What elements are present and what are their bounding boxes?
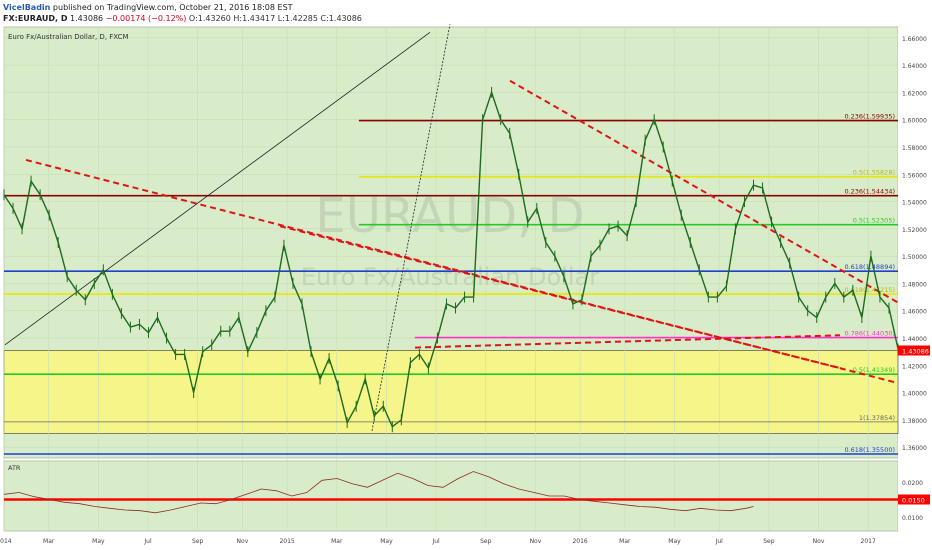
highlight-zone xyxy=(3,349,899,434)
atr-series-line xyxy=(3,471,754,514)
price-tick-label: 1.60000 xyxy=(902,118,927,125)
time-tick-label: Mar xyxy=(619,538,631,545)
watermark-name: Euro Fx/Australian Dollar xyxy=(301,263,599,291)
close-value: C:1.43086 xyxy=(320,14,362,23)
time-tick-label: Jul xyxy=(431,538,440,545)
price-tick-label: 1.38000 xyxy=(902,418,927,425)
atr-reference-tag xyxy=(898,494,930,505)
time-tick-label: May xyxy=(380,538,393,545)
open-value: O:1.43260 xyxy=(188,14,231,23)
symbol-name: FX:EURAUD, D xyxy=(3,14,68,23)
atr-title: ATR xyxy=(8,464,21,472)
price-tick-label: 1.40000 xyxy=(902,391,927,398)
fib-level-label: 0.5(1.52305) xyxy=(853,217,895,225)
trendline-lower xyxy=(279,225,841,370)
time-tick-label: 2014 xyxy=(0,538,12,545)
price-tick-label: 1.52000 xyxy=(902,227,927,234)
atr-tick-label: 0.0100 xyxy=(902,515,923,522)
fib-level-label: 0.236(1.59935) xyxy=(844,113,895,121)
trendline-support xyxy=(414,334,841,349)
price-tick-label: 1.54000 xyxy=(902,200,927,207)
time-tick-label: Nov xyxy=(813,538,825,545)
fib-level-label: 0.618(1.35500) xyxy=(844,446,895,454)
price-axis-bg xyxy=(898,27,932,531)
trendline-2015-peak xyxy=(509,79,899,304)
time-tick-label: Nov xyxy=(530,538,542,545)
price-tick-label: 1.62000 xyxy=(902,90,927,97)
fib-level-label: 0.786(1.44030) xyxy=(844,330,895,338)
price-series-line xyxy=(3,90,899,428)
time-tick-label: 2016 xyxy=(572,538,587,545)
drawing-line-2 xyxy=(371,24,451,431)
price-tick-label: 1.42000 xyxy=(902,363,927,370)
atr-tick-label: 0.0200 xyxy=(902,480,923,487)
fib-level-label: 0.5(1.41349) xyxy=(853,366,895,374)
time-tick-label: Sep xyxy=(480,538,492,545)
chart-title: Euro Fx/Australian Dollar, D, FXCM xyxy=(8,33,129,41)
fib-level-label: 1(1.37854) xyxy=(859,414,895,422)
price-tick-label: 1.58000 xyxy=(902,145,927,152)
low-value: L:1.42285 xyxy=(277,14,318,23)
time-tick-label: Sep xyxy=(192,538,204,545)
price-tick-label: 1.36000 xyxy=(902,445,927,452)
price-tick-label: 1.64000 xyxy=(902,63,927,70)
price-tick-label: 1.56000 xyxy=(902,172,927,179)
last-price-tag xyxy=(898,345,930,356)
time-tick-label: May xyxy=(668,538,681,545)
symbol-line: FX:EURAUD, D 1.43086 −0.00174 (−0.12%) O… xyxy=(3,14,362,23)
fib-level-label: 0.236(1.54434) xyxy=(844,188,895,196)
time-tick-label: 2017 xyxy=(861,538,876,545)
fib-level-label: 0.5(1.55828) xyxy=(853,169,895,177)
price-tick-label: 1.44000 xyxy=(902,336,927,343)
watermark-symbol: EURAUD, D xyxy=(315,188,584,244)
atr-reference-label: 0.0150 xyxy=(902,497,925,505)
fib-level-label: 0.618(1.47215) xyxy=(844,286,895,294)
publication-line: VicelBadin published on TradingView.com,… xyxy=(3,3,293,12)
price-tick-label: 1.48000 xyxy=(902,281,927,288)
price-tick-label: 1.66000 xyxy=(902,36,927,43)
price-tick-label: 1.50000 xyxy=(902,254,927,261)
time-tick-label: Mar xyxy=(331,538,343,545)
time-tick-label: 2015 xyxy=(279,538,294,545)
high-value: H:1.43417 xyxy=(233,14,276,23)
time-tick-label: Nov xyxy=(237,538,249,545)
last-price: 1.43086 xyxy=(70,14,104,23)
time-tick-label: May xyxy=(92,538,105,545)
price-tick-label: 1.46000 xyxy=(902,309,927,316)
chart-header: VicelBadin published on TradingView.com,… xyxy=(0,0,932,26)
change-value: −0.00174 (−0.12%) xyxy=(105,14,187,23)
time-tick-label: Mar xyxy=(43,538,55,545)
time-tick-label: Sep xyxy=(763,538,775,545)
atr-pane xyxy=(3,460,899,532)
time-tick-label: Jul xyxy=(143,538,152,545)
last-price-tag-label: 1.43086 xyxy=(902,347,929,355)
time-tick-label: Jul xyxy=(715,538,724,545)
published-text: published on TradingView.com, October 21… xyxy=(52,3,293,12)
trendline-upper-2014 xyxy=(25,158,899,385)
author-name[interactable]: VicelBadin xyxy=(3,3,51,12)
